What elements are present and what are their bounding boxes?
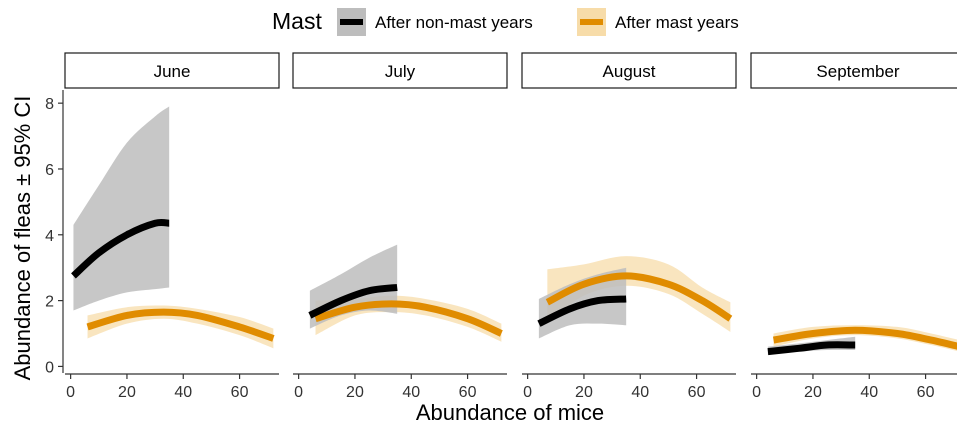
series-line-non-mast bbox=[767, 341, 856, 356]
y-axis: 0 2 4 6 8 bbox=[45, 90, 64, 376]
x-tick-label: 0 bbox=[294, 384, 303, 401]
facet-strip-label: September bbox=[816, 62, 899, 81]
facet-strip bbox=[64, 52, 280, 89]
legend-label-mast: After mast years bbox=[615, 13, 739, 32]
y-tick-label: 4 bbox=[45, 228, 54, 245]
panel-data bbox=[537, 256, 733, 339]
facet-panel-september: September 0 20 40 60 bbox=[750, 52, 957, 401]
x-axis-title: Abundance of mice bbox=[416, 400, 604, 425]
ci-ribbon-mast bbox=[547, 256, 731, 332]
x-tick-label: 0 bbox=[752, 384, 761, 401]
x-tick-label: 60 bbox=[917, 384, 935, 401]
x-tick-label: 20 bbox=[118, 384, 136, 401]
series-line-mast bbox=[314, 300, 503, 337]
x-tick-label: 40 bbox=[174, 384, 192, 401]
x-tick-label: 0 bbox=[523, 384, 532, 401]
series-line-non-mast bbox=[537, 295, 627, 327]
facet-strip bbox=[292, 52, 508, 89]
x-tick-label: 40 bbox=[402, 384, 420, 401]
x-tick-label: 60 bbox=[459, 384, 477, 401]
facet-strip-label: July bbox=[385, 62, 416, 81]
x-tick-label: 40 bbox=[860, 384, 878, 401]
legend: Mast After non-mast years After mast yea… bbox=[272, 8, 739, 36]
y-tick-label: 0 bbox=[45, 359, 54, 376]
ci-ribbon-non-mast bbox=[73, 106, 170, 311]
facet-strip-label: August bbox=[603, 62, 656, 81]
legend-label-non-mast: After non-mast years bbox=[375, 13, 533, 32]
x-tick-label: 20 bbox=[575, 384, 593, 401]
y-axis-title: Abundance of fleas ± 95% CI bbox=[10, 96, 35, 381]
facet-strip-label: June bbox=[154, 62, 191, 81]
y-tick-label: 6 bbox=[45, 162, 54, 179]
series-line-non-mast bbox=[308, 283, 398, 319]
panel-data bbox=[308, 244, 503, 342]
panel-data bbox=[767, 325, 957, 356]
panel-data bbox=[71, 106, 275, 349]
x-tick-label: 60 bbox=[231, 384, 249, 401]
legend-title: Mast bbox=[272, 8, 322, 34]
facet-panel-july: July 0 20 40 60 bbox=[292, 52, 508, 401]
series-line-non-mast bbox=[71, 218, 170, 279]
x-tick-label: 0 bbox=[66, 384, 75, 401]
facet-panel-august: August 0 20 40 60 bbox=[521, 52, 737, 401]
x-tick-label: 40 bbox=[631, 384, 649, 401]
y-tick-label: 2 bbox=[45, 294, 54, 311]
facet-strip bbox=[750, 52, 957, 89]
x-tick-label: 20 bbox=[346, 384, 364, 401]
y-tick-label: 8 bbox=[45, 96, 54, 113]
series-line-mast bbox=[545, 272, 733, 322]
facet-panel-june: June 0 20 40 60 bbox=[64, 52, 280, 401]
x-tick-label: 60 bbox=[688, 384, 706, 401]
x-tick-label: 20 bbox=[804, 384, 822, 401]
series-line-mast bbox=[86, 308, 275, 342]
series-line-mast bbox=[772, 326, 957, 350]
facet-strip bbox=[521, 52, 737, 89]
